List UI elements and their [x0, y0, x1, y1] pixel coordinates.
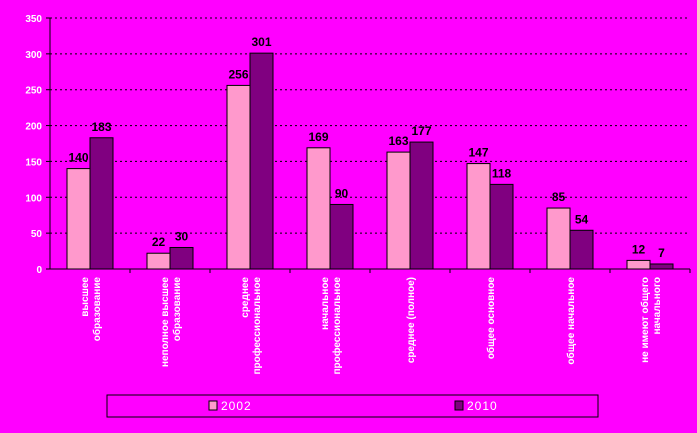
bar-2010-2: [169, 246, 194, 270]
bar-2002-7: [546, 207, 571, 270]
bar-2002-8: [626, 259, 651, 270]
data-label: 183: [91, 120, 111, 134]
category-label-line: профессиональное: [331, 277, 343, 375]
data-label: 169: [308, 130, 328, 144]
data-label: 147: [468, 146, 488, 160]
category-label-1: высшее образование: [80, 277, 103, 342]
y-tick-label: 250: [25, 86, 42, 97]
category-label-line: начальное: [320, 277, 331, 330]
category-label-5: среднее (полное): [406, 277, 417, 363]
y-axis: 0 50 100 150 200 250 300 350: [25, 14, 51, 276]
bar-2010-5: [409, 141, 434, 270]
legend-box: [106, 394, 599, 418]
bar-2010-6: [489, 183, 514, 270]
legend-label-2002: 2002: [221, 399, 252, 413]
category-label-7: общее начальное: [565, 277, 577, 365]
data-label: 140: [68, 151, 88, 165]
data-label: 301: [251, 35, 271, 49]
category-label-line: неполное высшее: [160, 277, 171, 367]
category-label-line: общее начальное: [565, 277, 577, 365]
bar-2002-2: [146, 252, 171, 270]
legend: 2002 2010: [106, 394, 599, 418]
data-label: 7: [658, 246, 665, 260]
bar-2002-3: [226, 84, 251, 270]
y-tick-label: 350: [25, 14, 42, 25]
data-label: 90: [335, 186, 349, 200]
category-label-2: неполное высшее образование: [160, 277, 183, 368]
bar-2010-4: [329, 203, 354, 270]
category-label-line: общее основное: [485, 277, 497, 360]
data-label: 85: [552, 190, 566, 204]
category-label-line: не имеют общего: [639, 277, 651, 363]
data-label: 22: [152, 235, 166, 249]
category-label-6: общее основное: [485, 277, 497, 360]
category-label-line: высшее: [80, 277, 91, 317]
category-label-8: не имеют общего начального: [639, 277, 663, 363]
bar-2002-4: [306, 147, 331, 270]
data-label: 12: [632, 242, 646, 256]
category-label-line: образование: [91, 277, 103, 342]
data-label: 163: [388, 134, 408, 148]
y-tick-label: 300: [25, 50, 42, 61]
data-label: 54: [575, 212, 589, 226]
legend-label-2010: 2010: [467, 399, 498, 413]
legend-swatch-2002: [208, 400, 218, 411]
y-tick-label: 50: [31, 229, 43, 240]
category-label-line: образование: [171, 277, 183, 342]
category-label-4: начальное профессиональное: [320, 277, 343, 375]
category-label-line: среднее (полное): [406, 277, 417, 363]
bar-2010-8: [649, 263, 674, 270]
y-tick-label: 200: [25, 122, 42, 133]
bar-2002-1: [66, 168, 91, 270]
category-label-line: профессиональное: [251, 277, 263, 375]
bar-2010-1: [89, 137, 114, 270]
category-label-3: среднее профессиональное: [240, 277, 263, 375]
y-tick-label: 150: [25, 157, 42, 168]
bar-2002-5: [386, 151, 411, 270]
bar-2010-7: [569, 229, 594, 270]
data-label: 118: [492, 166, 512, 180]
x-axis: высшее образование неполное высшее образова…: [50, 268, 691, 375]
bar-2010-3: [249, 52, 274, 270]
gridlines: [50, 17, 690, 234]
bar-2002-6: [466, 163, 491, 270]
y-tick-label: 100: [25, 193, 42, 204]
category-label-line: начального: [652, 277, 663, 335]
data-label: 256: [228, 67, 248, 81]
legend-swatch-2010: [454, 400, 464, 411]
data-label: 30: [175, 229, 189, 243]
data-label: 177: [411, 124, 431, 138]
category-label-line: среднее: [240, 277, 251, 318]
y-tick-label: 0: [36, 265, 42, 276]
